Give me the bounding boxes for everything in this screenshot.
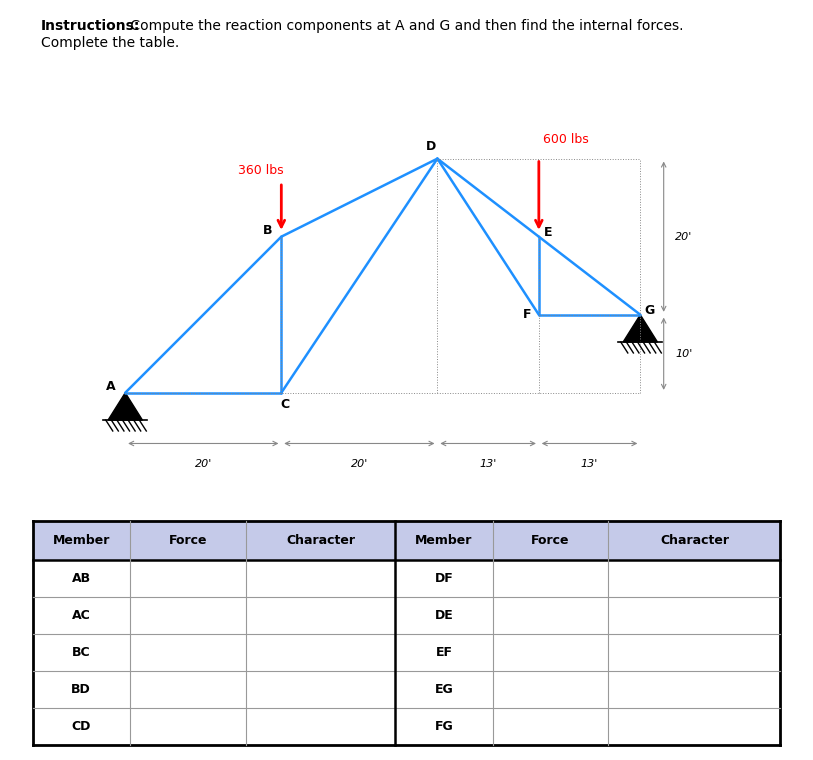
Text: EF: EF	[436, 646, 452, 659]
Text: E: E	[544, 226, 553, 239]
Text: Instructions:: Instructions:	[41, 19, 140, 33]
Text: DF: DF	[434, 572, 454, 585]
Text: 13': 13'	[581, 459, 598, 469]
Text: Character: Character	[660, 534, 729, 546]
Bar	[395, 634, 493, 671]
Bar	[395, 560, 493, 597]
Bar	[130, 560, 246, 597]
Text: 20': 20'	[194, 459, 212, 469]
Bar	[608, 671, 780, 708]
Bar	[130, 521, 246, 560]
Bar	[608, 560, 780, 597]
Text: 10': 10'	[676, 349, 693, 359]
Text: AC: AC	[72, 609, 90, 622]
Text: BC: BC	[72, 646, 90, 659]
Text: 600 lbs: 600 lbs	[543, 133, 589, 146]
Bar	[493, 597, 608, 634]
Polygon shape	[108, 393, 142, 420]
Text: Member: Member	[415, 534, 472, 546]
Bar	[608, 708, 780, 745]
Bar	[608, 521, 780, 560]
Text: 20': 20'	[676, 232, 693, 242]
Text: AB: AB	[72, 572, 91, 585]
Bar	[395, 521, 493, 560]
Bar	[246, 671, 395, 708]
Bar	[246, 597, 395, 634]
Bar	[395, 597, 493, 634]
Bar	[33, 634, 130, 671]
Text: BD: BD	[72, 682, 91, 696]
Bar	[246, 560, 395, 597]
Text: CD: CD	[72, 720, 91, 733]
Bar	[608, 597, 780, 634]
Bar	[130, 708, 246, 745]
Text: EG: EG	[434, 682, 454, 696]
Bar	[33, 671, 130, 708]
Bar	[33, 560, 130, 597]
Text: 13': 13'	[480, 459, 497, 469]
Text: Force: Force	[531, 534, 570, 546]
Bar	[246, 708, 395, 745]
Bar	[33, 597, 130, 634]
Bar	[608, 634, 780, 671]
Text: C: C	[280, 398, 289, 411]
Bar	[395, 671, 493, 708]
Text: Force: Force	[168, 534, 207, 546]
Text: Compute the reaction components at A and G and then find the internal forces.: Compute the reaction components at A and…	[126, 19, 684, 33]
Text: 20': 20'	[350, 459, 368, 469]
Bar	[493, 708, 608, 745]
Bar	[33, 521, 130, 560]
Bar	[130, 671, 246, 708]
Text: Member: Member	[53, 534, 110, 546]
Text: FG: FG	[434, 720, 454, 733]
Bar	[493, 521, 608, 560]
Text: G: G	[645, 304, 654, 318]
Polygon shape	[623, 315, 658, 342]
Text: D: D	[426, 141, 437, 154]
Bar	[493, 560, 608, 597]
Bar	[246, 634, 395, 671]
Text: DE: DE	[434, 609, 454, 622]
Text: 360 lbs: 360 lbs	[238, 164, 284, 177]
Bar	[493, 671, 608, 708]
Bar	[130, 597, 246, 634]
Bar	[33, 708, 130, 745]
Text: Complete the table.: Complete the table.	[41, 36, 179, 49]
Bar	[246, 521, 395, 560]
Text: F: F	[523, 309, 532, 321]
Text: Character: Character	[286, 534, 355, 546]
Text: A: A	[107, 380, 116, 393]
Bar	[493, 634, 608, 671]
Bar	[395, 708, 493, 745]
Bar	[130, 634, 246, 671]
Text: B: B	[263, 224, 272, 237]
